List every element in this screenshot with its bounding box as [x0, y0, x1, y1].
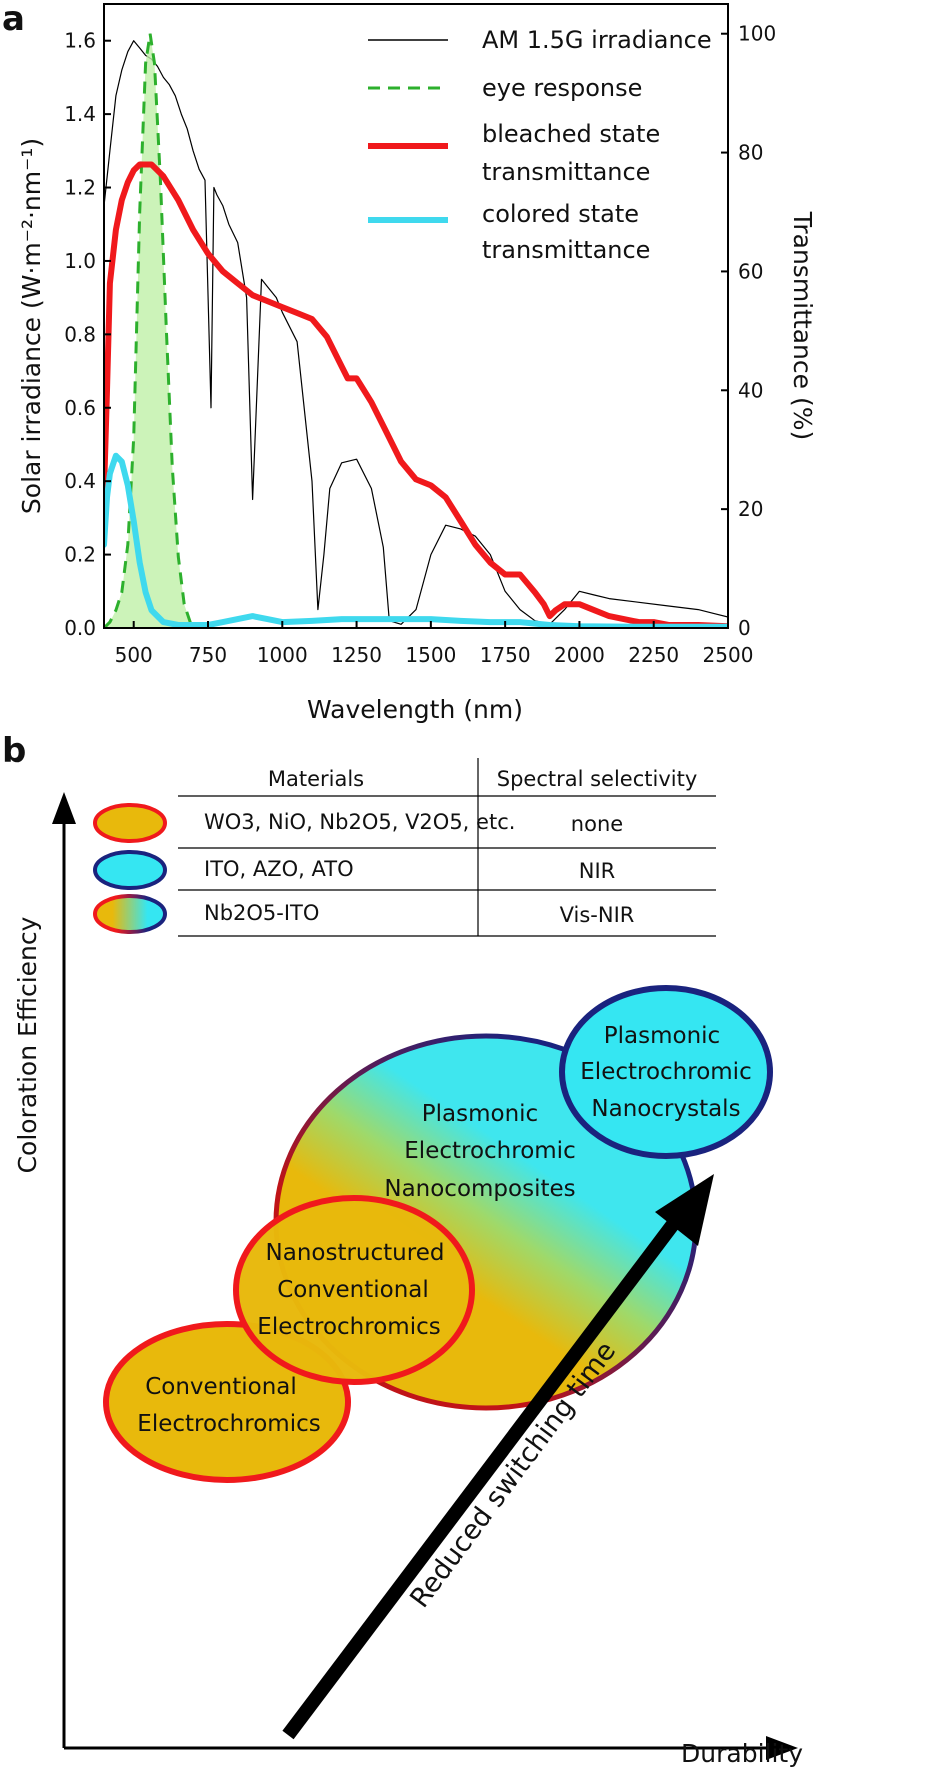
y-right-tick-label: 100 [738, 22, 776, 46]
bubble-diagram: Reduced switching time Conventional Elec… [103, 985, 773, 1740]
x-axis-label: Wavelength (nm) [307, 695, 523, 724]
switching-arrow-shaft [282, 1210, 686, 1740]
bubble-nanostructured-line1: Nanostructured [266, 1240, 445, 1266]
table-header-selectivity: Spectral selectivity [497, 767, 698, 791]
bubble-nanocrystals-line3: Nanocrystals [591, 1096, 740, 1122]
bubble-nanostructured-line2: Conventional [277, 1277, 429, 1303]
legend-bleached-2: transmittance [482, 158, 650, 186]
y-left-tick-label: 0.6 [64, 396, 96, 420]
y-left-tick-label: 0.4 [64, 469, 96, 493]
legend-colored-2: transmittance [482, 236, 650, 264]
bubble-nanocrystals-line2: Electrochromic [580, 1059, 751, 1085]
x-tick-label: 1750 [480, 643, 531, 667]
plot-frame [103, 3, 729, 629]
y-left-tick-label: 1.0 [64, 249, 96, 273]
legend: AM 1.5G irradiance eye response bleached… [368, 26, 712, 264]
legend-am: AM 1.5G irradiance [482, 26, 712, 54]
bubble-nanocomposites-line3: Nanocomposites [384, 1176, 575, 1202]
panel-b-label: b [2, 731, 26, 771]
table-row-2-selectivity: NIR [579, 859, 616, 883]
x-tick-label: 2250 [628, 643, 679, 667]
series-eye-response-fill [104, 33, 194, 628]
y-axis-right-label: Transmittance (%) [788, 211, 817, 440]
y-axis-arrowhead [52, 792, 76, 824]
series-eye-response [104, 33, 195, 628]
bubble-conventional-line2: Electrochromics [137, 1411, 320, 1437]
panel-b-y-label: Coloration Efficiency [13, 916, 42, 1173]
y-left-tick-label: 0.0 [64, 616, 96, 640]
x-tick-label: 1000 [257, 643, 308, 667]
x-tick-label: 750 [189, 643, 227, 667]
panel-b-axes [52, 792, 798, 1760]
series-bleached-state-transmittance [104, 161, 728, 628]
x-tick-label: 2000 [554, 643, 605, 667]
table-row-1-selectivity: none [571, 812, 623, 836]
bubble-nanostructured [233, 1195, 475, 1385]
y-left-tick-label: 1.6 [64, 29, 96, 53]
y-right-tick-label: 40 [738, 378, 763, 402]
y-left-tick-label: 0.2 [64, 543, 96, 567]
y-right-tick-label: 0 [738, 616, 751, 640]
y-left-tick-label: 1.2 [64, 176, 96, 200]
legend-colored-1: colored state [482, 200, 639, 228]
y-right-tick-label: 60 [738, 259, 763, 283]
switching-arrow-head [655, 1174, 714, 1246]
series-colored-state-transmittance [104, 452, 728, 628]
bubble-nanocrystals-line1: Plasmonic [604, 1023, 720, 1049]
panel-b-x-label: Durability [681, 1739, 803, 1767]
table-marker-composite [93, 894, 167, 934]
y-right-tick-label: 20 [738, 497, 763, 521]
legend-bleached-1: bleached state [482, 120, 660, 148]
bubble-nanostructured-line3: Electrochromics [257, 1314, 440, 1340]
bubble-conventional-line1: Conventional [145, 1374, 297, 1400]
chart-a: 500 750 1000 1250 1500 1750 2000 2250 25000.00.2… [64, 3, 776, 667]
table-marker-plasmonic [93, 850, 167, 890]
legend-eye: eye response [482, 74, 642, 102]
table-row-3-material: Nb2O5-ITO [204, 901, 319, 925]
bubble-nanocomposites-line1: Plasmonic [422, 1101, 538, 1127]
table-row-1-material: WO3, NiO, Nb2O5, V2O5, etc. [204, 810, 515, 834]
table-row-2-material: ITO, AZO, ATO [204, 857, 354, 881]
materials-table: Materials Spectral selectivity WO3, NiO,… [93, 758, 716, 937]
x-tick-label: 2500 [703, 643, 754, 667]
y-left-tick-label: 1.4 [64, 102, 96, 126]
table-header-materials: Materials [268, 767, 364, 791]
x-tick-label: 500 [115, 643, 153, 667]
x-tick-label: 1500 [405, 643, 456, 667]
y-left-tick-label: 0.8 [64, 322, 96, 346]
x-tick-label: 1250 [331, 643, 382, 667]
bubble-nanocrystals [559, 985, 773, 1159]
x-axis-arrowhead [766, 1736, 798, 1760]
bubble-nanocomposites-line2: Electrochromic [404, 1138, 575, 1164]
panel-a-label: a [2, 0, 25, 39]
table-marker-conventional [93, 803, 167, 843]
y-right-tick-label: 80 [738, 141, 763, 165]
table-row-3-selectivity: Vis-NIR [560, 903, 635, 927]
y-axis-left-label: Solar irradiance (W·m⁻²·nm⁻¹) [17, 138, 46, 514]
